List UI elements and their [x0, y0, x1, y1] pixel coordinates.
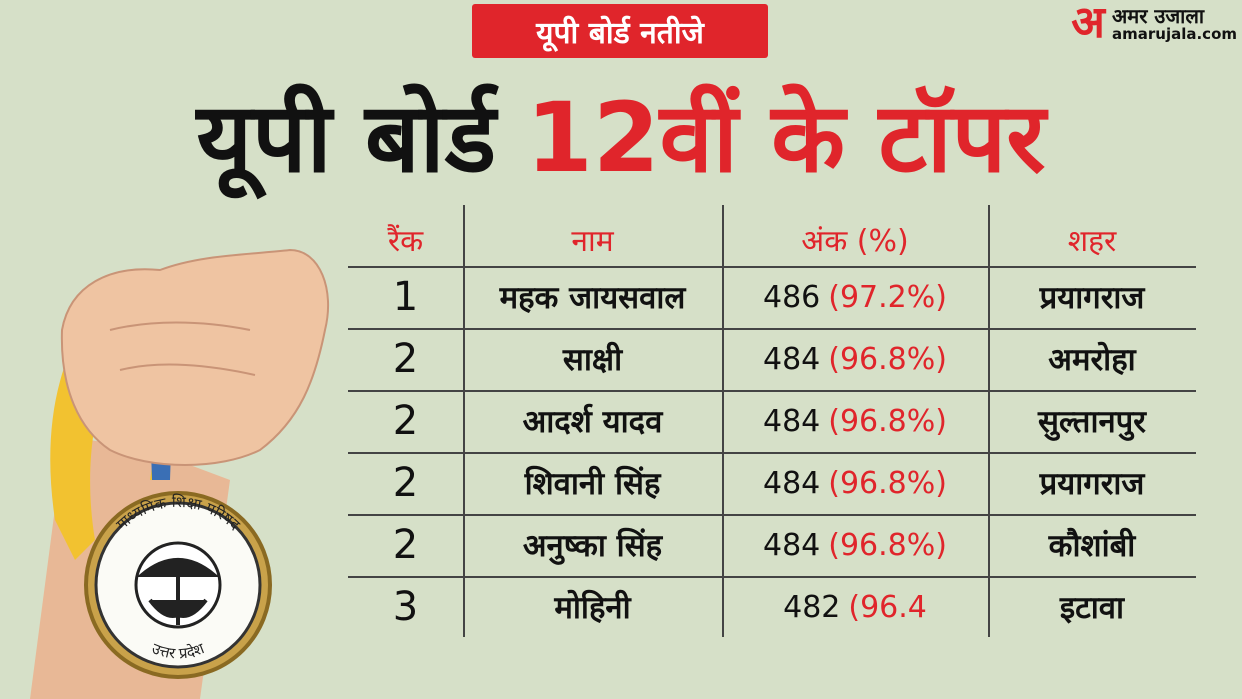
marks-cell: 484 (96.8%)	[722, 514, 988, 576]
marks-cell: 484 (96.8%)	[722, 452, 988, 514]
header-cell: रैंक	[387, 223, 424, 259]
badge: यूपी बोर्ड नतीजे	[472, 4, 768, 58]
medal-text: उत्तर प्रदेश	[149, 639, 207, 663]
logo-site: amarujala.com	[1112, 25, 1238, 43]
city-cell: प्रयागराज	[1039, 280, 1145, 316]
percent: (96.4	[848, 589, 927, 625]
rank-cell: 3	[392, 584, 419, 630]
row-divider	[348, 576, 1196, 578]
percent: (96.8%)	[828, 465, 947, 501]
header-cell: नाम	[571, 223, 614, 259]
row-divider	[348, 328, 1196, 330]
score: 484	[763, 527, 821, 563]
column-divider	[722, 205, 724, 637]
score: 484	[763, 341, 821, 377]
emblem-mark	[136, 558, 220, 625]
marks-cell: 484 (96.8%)	[722, 390, 988, 452]
rank-cell: 2	[392, 460, 419, 506]
score: 484	[763, 465, 821, 501]
title-part: यूपी बोर्ड	[196, 82, 497, 194]
score: 484	[763, 403, 821, 439]
rank-cell: 2	[392, 522, 419, 568]
column-divider	[463, 205, 465, 637]
marks-cell: 484 (96.8%)	[722, 328, 988, 390]
city-cell: कौशांबी	[1048, 528, 1136, 564]
marks-cell: 482 (96.4	[722, 576, 988, 638]
logo-name: अमर उजाला	[1112, 4, 1205, 28]
city-cell: इटावा	[1059, 590, 1125, 626]
title-part-highlight: 12वीं के टॉपर	[526, 82, 1046, 194]
hand-medal: माध्यमिक शिक्षा परिषद उत्तर प्रदेश	[30, 248, 330, 699]
name-cell: मोहिनी	[554, 590, 631, 626]
percent: (97.2%)	[828, 279, 947, 315]
city-cell: अमरोहा	[1048, 342, 1136, 378]
fist	[60, 248, 330, 466]
score: 482	[783, 589, 841, 625]
medal-text-bottom: उत्तर प्रदेश	[149, 639, 207, 663]
percent: (96.8%)	[828, 341, 947, 377]
percent: (96.8%)	[828, 527, 947, 563]
marks-cell: 486 (97.2%)	[722, 266, 988, 328]
name-cell: अनुष्का सिंह	[522, 528, 663, 564]
logo-mark: अ	[1071, 0, 1105, 48]
name-cell: आदर्श यादव	[522, 404, 663, 440]
finger-lines	[109, 321, 256, 376]
row-divider	[348, 514, 1196, 516]
row-divider	[348, 266, 1196, 268]
percent: (96.8%)	[828, 403, 947, 439]
name-cell: शिवानी सिंह	[524, 466, 661, 502]
row-divider	[348, 390, 1196, 392]
rank-cell: 2	[392, 336, 419, 382]
name-cell: साक्षी	[562, 342, 623, 378]
rank-cell: 1	[392, 274, 419, 320]
title: यूपी बोर्ड 12वीं के टॉपर	[0, 78, 1242, 198]
column-divider	[988, 205, 990, 637]
score: 486	[763, 279, 821, 315]
row-divider	[348, 452, 1196, 454]
city-cell: सुल्तानपुर	[1038, 404, 1146, 440]
header-cell: अंक (%)	[801, 223, 909, 259]
header-cell: शहर	[1067, 223, 1117, 259]
rank-cell: 2	[392, 398, 419, 444]
name-cell: महक जायसवाल	[499, 280, 686, 316]
city-cell: प्रयागराज	[1039, 466, 1145, 502]
